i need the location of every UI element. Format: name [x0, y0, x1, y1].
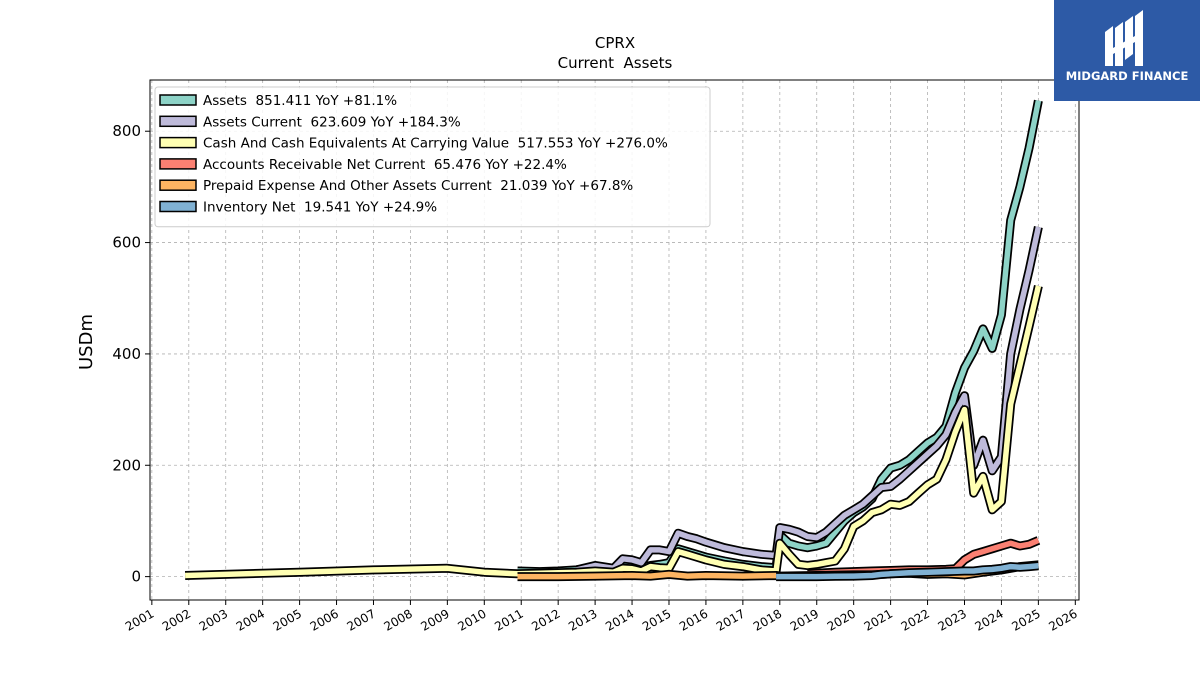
legend-label-0: Assets 851.411 YoY +81.1%	[203, 93, 397, 109]
legend-swatch-5	[159, 200, 197, 213]
midgard-finance-logo: MIDGARD FINANCE	[1054, 0, 1200, 101]
plot-frame	[149, 79, 1080, 601]
legend-label-3: Accounts Receivable Net Current 65.476 Y…	[203, 157, 567, 173]
legend-swatch-3	[159, 158, 197, 170]
series-line-5	[776, 563, 1039, 580]
legend-swatch-2	[159, 136, 197, 149]
y-tick-label: 600	[112, 234, 141, 252]
chart-subtitle: Current Assets	[558, 54, 673, 72]
y-tick-label: 400	[112, 345, 141, 363]
legend-label-2: Cash And Cash Equivalents At Carrying Va…	[203, 136, 668, 152]
legend-swatch-0	[159, 94, 197, 106]
legend-label-5: Inventory Net 19.541 YoY +24.9%	[203, 200, 437, 216]
chart-title: CPRX	[595, 34, 635, 52]
y-axis-label: USDm	[76, 314, 97, 370]
y-tick-label: 200	[112, 456, 141, 474]
y-tick-label: 800	[112, 122, 141, 140]
logo-mark-icon	[1105, 10, 1143, 66]
logo-text: MIDGARD FINANCE	[1065, 69, 1189, 83]
legend-label-4: Prepaid Expense And Other Assets Current…	[203, 178, 633, 194]
series-line-2	[185, 285, 1042, 579]
legend-box	[154, 86, 711, 228]
legend-label-1: Assets Current 623.609 YoY +184.3%	[203, 114, 461, 130]
legend-swatch-4	[159, 179, 197, 191]
y-tick-label: 0	[131, 568, 141, 586]
legend-swatch-1	[159, 115, 197, 128]
